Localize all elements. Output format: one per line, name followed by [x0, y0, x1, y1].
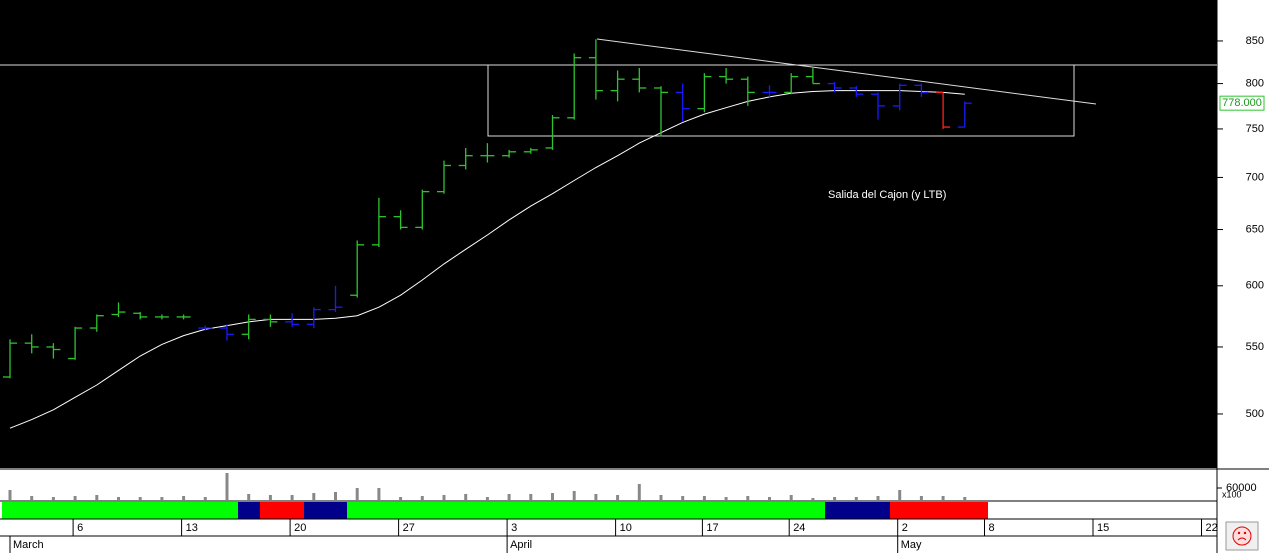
- volume-bar: [334, 492, 337, 500]
- x-tick-label: 8: [989, 522, 995, 534]
- volume-bar: [138, 497, 142, 500]
- month-label: March: [13, 539, 44, 551]
- volume-bar: [963, 497, 967, 500]
- x-tick-label: 13: [186, 522, 198, 534]
- volume-bar: [702, 496, 706, 500]
- icon-mouth: [1237, 537, 1247, 541]
- moving-average: [9, 90, 965, 429]
- volume-bar: [551, 493, 554, 500]
- volume-bar: [377, 488, 381, 500]
- strip-segment: [304, 502, 347, 519]
- x-tick-label: 17: [706, 522, 718, 534]
- y-tick-label: 600: [1246, 280, 1264, 292]
- x-tick-label: 3: [511, 522, 517, 534]
- volume-bar: [203, 497, 207, 500]
- trend-line: [596, 38, 1097, 105]
- strip-segment: [825, 502, 890, 519]
- volume-bar: [659, 495, 663, 500]
- volume-bar: [399, 497, 403, 500]
- y-tick-label: 500: [1246, 408, 1264, 420]
- volume-bar: [225, 473, 229, 500]
- box-drawing: [487, 64, 1075, 137]
- volume-bar: [789, 495, 793, 500]
- signal-strip: [2, 502, 988, 519]
- x-tick-label: 15: [1097, 522, 1109, 534]
- strip-segment: [260, 502, 304, 519]
- volume-bar: [746, 496, 750, 500]
- volume-bar: [681, 496, 685, 500]
- volume-bar: [247, 494, 251, 500]
- volume-bar: [8, 490, 12, 500]
- icon-eye: [1237, 531, 1241, 535]
- volume-bar: [854, 497, 858, 500]
- strip-segment: [238, 502, 260, 519]
- x-tick-label: 24: [793, 522, 805, 534]
- x-tick-label: 22: [1206, 522, 1218, 534]
- volume-bar: [876, 496, 880, 500]
- annotation: Salida del Cajon (y LTB): [828, 189, 946, 201]
- status-icon[interactable]: [1225, 521, 1259, 551]
- volume-bar: [51, 497, 55, 500]
- icon-eye: [1243, 531, 1247, 535]
- x-tick-label: 20: [294, 522, 306, 534]
- volume-bar: [919, 496, 923, 500]
- volume-bar: [507, 494, 511, 500]
- volume-bar: [898, 490, 902, 500]
- volume-bar: [268, 495, 272, 500]
- x-tick-label: 10: [620, 522, 632, 534]
- volume-bar: [833, 497, 837, 500]
- volume-bar: [768, 497, 771, 500]
- y-tick-label: 800: [1246, 77, 1264, 89]
- icon-face: [1232, 526, 1252, 546]
- volume-bar: [290, 495, 294, 500]
- volume-bar: [941, 496, 945, 500]
- volume-bar: [529, 494, 533, 500]
- volume-bar: [160, 497, 164, 500]
- strip-segment: [2, 502, 238, 519]
- volume-bar: [355, 488, 359, 500]
- volume-bar: [594, 494, 598, 500]
- price-panel: [0, 0, 1217, 468]
- volume-bar: [420, 496, 424, 500]
- volume-unit: x100: [1222, 489, 1242, 499]
- volume-bar: [117, 497, 120, 500]
- y-tick-label: 650: [1246, 223, 1264, 235]
- y-tick-label: 750: [1246, 123, 1264, 135]
- volume-bar: [724, 497, 728, 500]
- volume-bar: [30, 496, 34, 500]
- x-tick-label: 27: [403, 522, 415, 534]
- x-tick-label: 2: [902, 522, 908, 534]
- strip-segment: [890, 502, 988, 519]
- volume-bar: [182, 496, 186, 500]
- volume-bar: [464, 494, 468, 500]
- volume-bar: [572, 491, 576, 500]
- y-tick-label: 700: [1246, 171, 1264, 183]
- month-label: May: [901, 539, 922, 551]
- volume-bar: [95, 495, 99, 500]
- month-label: April: [510, 539, 532, 551]
- volume-bar: [485, 497, 489, 500]
- last-price-box: [1219, 95, 1265, 111]
- volume-bar: [73, 496, 77, 500]
- x-tick-label: 6: [77, 522, 83, 534]
- volume-bar: [637, 484, 641, 500]
- strip-segment: [347, 502, 825, 519]
- volume-bar: [616, 495, 620, 500]
- volume-bar: [312, 493, 316, 500]
- y-tick-label: 850: [1246, 35, 1264, 47]
- last-price-label: 778.000: [1222, 97, 1262, 109]
- volume-tick-label: 60000: [1226, 482, 1257, 494]
- volume-bar: [442, 495, 446, 500]
- volume-bar: [811, 498, 815, 500]
- y-tick-label: 550: [1246, 341, 1264, 353]
